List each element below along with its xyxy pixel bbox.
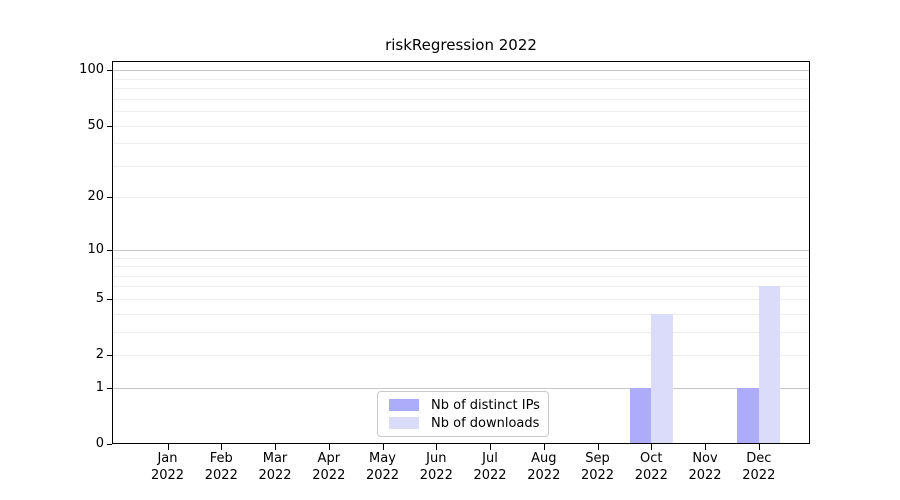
minor-gridline [112, 165, 810, 167]
legend-swatch-downloads [389, 417, 419, 429]
x-tick-label-aug: Aug 2022 [504, 450, 584, 484]
year-label: 2022 [419, 468, 453, 483]
major-gridline [112, 249, 810, 251]
y-tick-label: 10 [87, 241, 104, 257]
minor-gridline [112, 110, 810, 112]
x-tick-mark [543, 444, 545, 450]
month-label: Jan [157, 451, 178, 466]
bar-downloads-dec [758, 286, 781, 444]
y-tick-label: 20 [87, 189, 104, 205]
legend-row: Nb of distinct IPs [389, 399, 548, 412]
x-tick-mark [328, 444, 330, 450]
year-label: 2022 [150, 468, 185, 483]
minor-gridline [112, 257, 810, 259]
minor-gridline [112, 125, 810, 127]
month-label: Aug [531, 451, 557, 466]
minor-gridline [112, 197, 810, 199]
bar-distinct-ips-dec [737, 387, 759, 444]
month-label: Feb [209, 451, 233, 466]
x-tick-mark [651, 444, 653, 450]
year-label: 2022 [688, 468, 722, 483]
x-tick-label-may: May 2022 [343, 450, 423, 484]
major-gridline [112, 70, 810, 72]
y-tick-label: 5 [95, 290, 104, 306]
chart-title: riskRegression 2022 [385, 36, 537, 54]
minor-gridline [112, 331, 810, 333]
y-tick-label: 0 [95, 436, 104, 451]
legend-label: Nb of downloads [431, 415, 540, 431]
y-tick-mark [107, 125, 112, 127]
year-label: 2022 [527, 468, 561, 483]
minor-gridline [112, 143, 810, 145]
x-tick-mark [597, 444, 599, 450]
plot-area [112, 61, 810, 444]
month-label: Jun [426, 451, 447, 466]
x-tick-mark [758, 444, 760, 450]
x-tick-mark [221, 444, 223, 450]
legend-label: Nb of distinct IPs [431, 397, 540, 413]
x-tick-label-jul: Jul 2022 [450, 450, 530, 484]
year-label: 2022 [258, 468, 292, 483]
x-tick-label-jun: Jun 2022 [396, 450, 476, 484]
minor-gridline [112, 313, 810, 315]
bar-downloads-oct [651, 313, 673, 444]
year-label: 2022 [634, 468, 668, 483]
y-tick-mark [107, 355, 112, 356]
month-label: Sep [585, 451, 610, 466]
year-label: 2022 [742, 468, 776, 483]
month-label: Mar [262, 451, 288, 466]
x-tick-mark [167, 444, 169, 450]
x-tick-mark [705, 444, 706, 450]
minor-gridline [112, 266, 810, 267]
year-label: 2022 [473, 468, 507, 483]
month-label: Oct [640, 451, 663, 466]
month-label: Dec [746, 451, 772, 466]
year-label: 2022 [204, 468, 238, 483]
x-tick-label-apr: Apr 2022 [289, 450, 369, 484]
minor-gridline [112, 88, 810, 89]
x-tick-mark [382, 444, 384, 450]
legend-row: Nb of downloads [389, 417, 548, 430]
y-tick-mark [107, 298, 112, 300]
month-label: Jul [482, 451, 498, 466]
y-tick-mark [107, 387, 112, 389]
major-gridline [112, 387, 810, 389]
month-label: Nov [692, 451, 718, 466]
x-tick-label-jan: Jan 2022 [128, 450, 208, 484]
x-tick-label-feb: Feb 2022 [181, 450, 261, 484]
x-tick-mark [275, 444, 276, 450]
x-tick-label-sep: Sep 2022 [558, 450, 638, 484]
month-label: May [369, 451, 396, 466]
year-label: 2022 [312, 468, 346, 483]
year-label: 2022 [580, 468, 615, 483]
x-tick-mark [490, 444, 491, 450]
minor-gridline [112, 98, 810, 100]
month-label: Apr [317, 451, 341, 466]
y-tick-label: 100 [79, 62, 104, 78]
legend-swatch-distinct-ips [389, 399, 419, 411]
minor-gridline [112, 298, 810, 300]
y-tick-label: 1 [95, 379, 104, 395]
legend: Nb of distinct IPs Nb of downloads [377, 391, 549, 437]
minor-gridline [112, 275, 810, 277]
x-tick-label-oct: Oct 2022 [611, 450, 691, 484]
x-tick-label-dec: Dec 2022 [719, 450, 799, 484]
y-tick-label: 2 [95, 347, 104, 362]
bar-distinct-ips-oct [629, 387, 652, 444]
minor-gridline [112, 78, 810, 80]
y-tick-label: 50 [87, 117, 104, 133]
y-tick-mark [107, 70, 112, 72]
minor-gridline [112, 286, 810, 288]
minor-gridline [112, 355, 810, 356]
y-tick-mark [107, 197, 112, 199]
x-tick-label-nov: Nov 2022 [665, 450, 745, 484]
year-label: 2022 [365, 468, 400, 483]
y-tick-mark [107, 444, 112, 445]
x-tick-mark [436, 444, 438, 450]
y-tick-mark [107, 249, 112, 251]
x-tick-label-mar: Mar 2022 [235, 450, 315, 484]
